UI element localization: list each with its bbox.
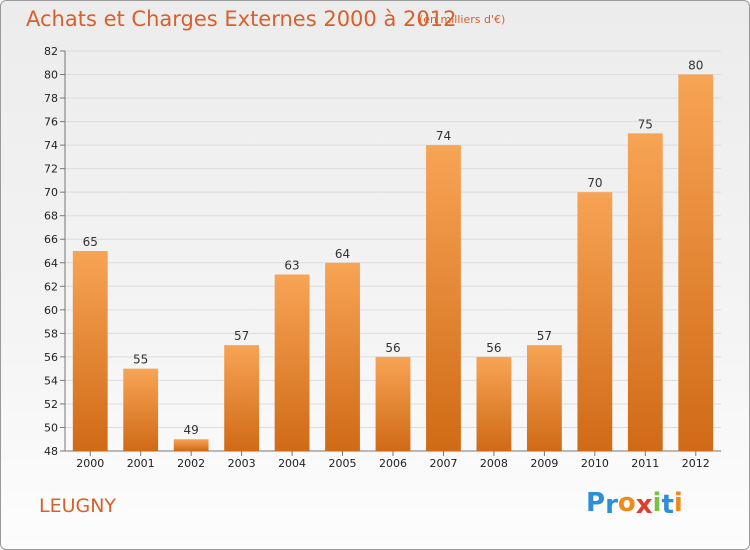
x-tick-label: 2010 [581,457,609,470]
data-label: 56 [385,341,400,355]
y-tick-label: 74 [44,139,58,152]
y-tick-label: 62 [44,280,58,293]
y-tick-label: 80 [44,69,58,82]
y-tick-label: 82 [44,45,58,58]
y-tick-label: 78 [44,92,58,105]
y-tick-label: 54 [44,374,58,387]
bar [274,274,310,451]
logo-letter: r [605,490,618,520]
y-tick-label: 52 [44,398,58,411]
x-tick-label: 2000 [76,457,104,470]
data-label: 74 [436,129,451,143]
data-label: 57 [234,329,249,343]
data-label: 70 [587,176,602,190]
x-tick-label: 2009 [530,457,558,470]
labels: 48 50 52 54 56 58 60 62 64 66 68 70 72 74 76 78 80 82 65 20… [44,45,710,470]
data-label: 80 [688,59,703,73]
bar [476,356,512,451]
x-tick-label: 2001 [127,457,155,470]
logo-letter: i [652,488,662,518]
bar [123,368,159,451]
bars [72,74,714,452]
data-label: 65 [83,235,98,249]
bar [224,345,260,451]
place-name: LEUGNY [39,495,117,517]
y-tick-label: 72 [44,163,58,176]
grid-lines [65,50,721,452]
data-label: 57 [537,329,552,343]
logo-letter: P [586,488,606,518]
x-tick-label: 2006 [379,457,407,470]
y-tick-label: 50 [44,421,58,434]
x-tick-label: 2007 [429,457,457,470]
logo-letter: o [617,488,636,518]
y-tick-label: 68 [44,210,58,223]
y-tick-label: 66 [44,233,58,246]
bar [426,145,461,451]
x-tick-label: 2002 [177,457,205,470]
bar [375,356,411,451]
y-tick-label: 64 [44,257,58,270]
data-label: 63 [284,259,299,273]
data-label: 56 [486,341,501,355]
logo-letter: i [673,488,683,518]
chart-subtitle: (en milliers d'€) [419,13,506,26]
x-tick-label: 2005 [329,457,357,470]
data-label: 75 [638,117,653,131]
data-label: 64 [335,247,350,261]
y-tick-label: 60 [44,304,58,317]
x-tick-label: 2008 [480,457,508,470]
y-tick-label: 76 [44,116,58,129]
y-tick-label: 56 [44,351,58,364]
bar [577,192,613,452]
bar [526,345,562,451]
data-label: 55 [133,353,148,367]
data-label: 49 [184,423,199,437]
bar [173,439,209,451]
bar [72,251,108,451]
y-tick-label: 48 [44,445,58,458]
x-tick-label: 2011 [631,457,659,470]
logo-letter: x [635,490,653,520]
proxiti-logo: Proxiti [586,488,683,520]
chart-title: Achats et Charges Externes 2000 à 2012 [26,7,457,31]
x-tick-label: 2012 [682,457,710,470]
bar [325,262,360,451]
bar [678,74,714,451]
bar [627,133,663,451]
x-tick-label: 2004 [278,457,306,470]
y-tick-label: 70 [44,186,58,199]
x-tick-label: 2003 [228,457,256,470]
logo-letter: t [661,490,674,520]
y-tick-label: 58 [44,327,58,340]
